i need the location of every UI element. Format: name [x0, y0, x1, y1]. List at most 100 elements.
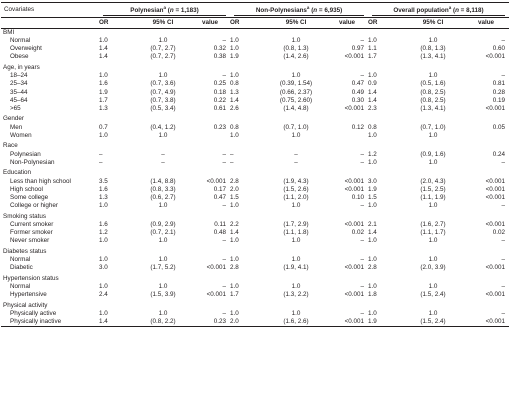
odds-ratio-cell: 1.3 [99, 104, 108, 112]
section-label: Gender [3, 115, 25, 123]
p-value-cell: – [360, 36, 365, 44]
confidence-interval-cell: (0.9, 1.6) [420, 150, 446, 158]
odds-ratio-cell: 2.6 [230, 104, 239, 112]
p-value-cell: 0.17 [213, 185, 227, 193]
confidence-interval-cell: (2.0, 4.3) [420, 177, 446, 185]
covariate-label: >65 [10, 104, 21, 112]
p-value-cell: – [501, 256, 506, 264]
odds-ratio-cell: 1.7 [230, 291, 239, 299]
odds-ratio-cell: 1.1 [368, 45, 377, 53]
p-value-cell [463, 132, 509, 140]
covariate-label: High school [10, 185, 43, 193]
odds-ratio-cell: 1.4 [368, 229, 377, 237]
p-value-cell: 0.30 [351, 96, 365, 104]
p-value-cell: <0.001 [485, 264, 506, 272]
odds-ratio-cell: 1.0 [230, 202, 239, 210]
p-value-cell: – [360, 150, 365, 158]
p-value-cell: 0.28 [492, 88, 506, 96]
odds-ratio-cell: 2.0 [230, 185, 239, 193]
p-value-cell: – [360, 256, 365, 264]
covariate-label: Physically active [10, 309, 57, 317]
odds-ratio-cell: 2.2 [230, 220, 239, 228]
confidence-interval-cell: (0.7, 1.0) [283, 123, 309, 131]
confidence-interval-cell: 1.0 [158, 36, 168, 44]
odds-ratio-cell: 2.1 [368, 220, 377, 228]
confidence-interval-cell: 1.0 [291, 282, 301, 290]
table-body: BMI Normal 1.0 1.0–1.0 1.0–1.0 1.0– Overweight… [1, 29, 510, 327]
p-value-cell: <0.001 [485, 193, 506, 201]
non-polynesian-group-header: Non-Polynesiansa (n = 6,935) [230, 2, 369, 18]
p-value-cell: <0.001 [344, 264, 365, 272]
p-value-cell: <0.001 [344, 220, 365, 228]
odds-ratio-cell: 2.3 [368, 104, 377, 112]
covariate-label: Normal [10, 282, 31, 290]
confidence-interval-cell: (0.7, 1.0) [420, 123, 446, 131]
p-value-cell: <0.001 [206, 291, 227, 299]
confidence-interval-cell: (1.4, 4.8) [283, 104, 309, 112]
confidence-interval-cell: 1.0 [158, 131, 168, 139]
odds-ratio-cell: 1.4 [368, 88, 377, 96]
odds-ratio-cell: 1.4 [230, 96, 239, 104]
confidence-interval-cell: 1.0 [428, 256, 438, 264]
confidence-interval-cell: 1.0 [158, 72, 168, 80]
confidence-interval-cell: (1.9, 4.3) [283, 177, 309, 185]
confidence-interval-cell: 1.0 [291, 131, 301, 139]
confidence-interval-cell: 1.0 [428, 158, 438, 166]
confidence-interval-cell: – [294, 150, 298, 158]
p-value-cell [326, 132, 368, 140]
confidence-interval-cell: 1.0 [428, 237, 438, 245]
odds-ratio-cell: 1.6 [99, 220, 108, 228]
covariate-label: Physically inactive [1, 317, 99, 327]
confidence-interval-cell: (0.8, 2.5) [420, 96, 446, 104]
odds-ratio-cell: 2.8 [230, 177, 239, 185]
odds-ratio-cell: 1.0 [368, 158, 377, 166]
confidence-interval-cell: (0.5, 1.6) [420, 80, 446, 88]
covariate-subheader [1, 17, 99, 29]
odds-ratio-cell: 2.0 [230, 317, 267, 327]
confidence-interval-cell: 1.0 [428, 202, 438, 210]
confidence-interval-cell: (1.5, 3.9) [150, 291, 176, 299]
confidence-interval-cell: (0.8, 1.3) [283, 45, 309, 53]
p-value-cell: <0.001 [463, 317, 510, 327]
p-value-cell: 0.25 [213, 80, 227, 88]
column-header-row: OR 95% CI value OR 95% CI value OR 95% C… [1, 17, 510, 29]
confidence-interval-cell: (0.8, 1.3) [420, 45, 446, 53]
odds-ratio-cell: 1.0 [368, 309, 377, 317]
odds-ratio-cell: 1.0 [368, 256, 377, 264]
table-row: Obese 1.4 (0.7, 2.7) 0.38 1.9 (1.4, 2.6) <0.00… [1, 53, 509, 61]
confidence-interval-cell: (1.1, 1.8) [283, 229, 309, 237]
table-row: Polynesian – – – – – –1.2 (0.9, 1.6) 0.24 [1, 150, 509, 158]
confidence-interval-cell: (1.6, 2.7) [420, 220, 446, 228]
section-row: Race [1, 142, 509, 150]
confidence-interval-cell: (1.4, 8.8) [150, 177, 176, 185]
p-value-cell: <0.001 [485, 177, 506, 185]
odds-ratio-cell: 0.8 [230, 123, 239, 131]
section-row: Age, in years [1, 64, 509, 72]
section-row: Physical activity [1, 302, 509, 310]
table-row: Physically active 1.0 1.0–1.0 1.0–1.0 1.0– [1, 310, 509, 318]
table-row: Less than high school 3.5 (1.4, 8.8) <0.001… [1, 177, 509, 185]
odds-ratio-cell: 0.7 [99, 123, 108, 131]
covariate-label: Normal [10, 36, 31, 44]
covariate-label: Polynesian [10, 150, 41, 158]
p-value-cell [190, 132, 230, 140]
odds-ratio-cell: – [230, 158, 234, 166]
p-value-cell: 0.32 [213, 45, 227, 53]
odds-ratio-cell: 1.0 [230, 309, 239, 317]
covariate-label: Overweight [10, 45, 42, 53]
odds-ratio-cell: 0.8 [368, 123, 377, 131]
odds-ratio-cell: 1.0 [368, 237, 377, 245]
confidence-interval-cell: 1.0 [428, 282, 438, 290]
odds-ratio-cell: 1.4 [99, 45, 108, 53]
p-value-cell: – [501, 36, 506, 44]
odds-ratio-cell: 1.0 [99, 256, 108, 264]
p-value-cell: <0.001 [485, 185, 506, 193]
confidence-interval-cell: 1.0 [428, 309, 438, 317]
section-row: Diabetes status [1, 248, 509, 256]
odds-ratio-cell: 1.0 [230, 282, 239, 290]
ci-header: 95% CI [136, 17, 190, 29]
odds-ratio-cell: 1.6 [99, 185, 108, 193]
odds-ratio-cell: 1.2 [368, 150, 377, 158]
odds-ratio-cell: 1.3 [230, 88, 239, 96]
odds-ratio-cell: 1.0 [99, 282, 108, 290]
